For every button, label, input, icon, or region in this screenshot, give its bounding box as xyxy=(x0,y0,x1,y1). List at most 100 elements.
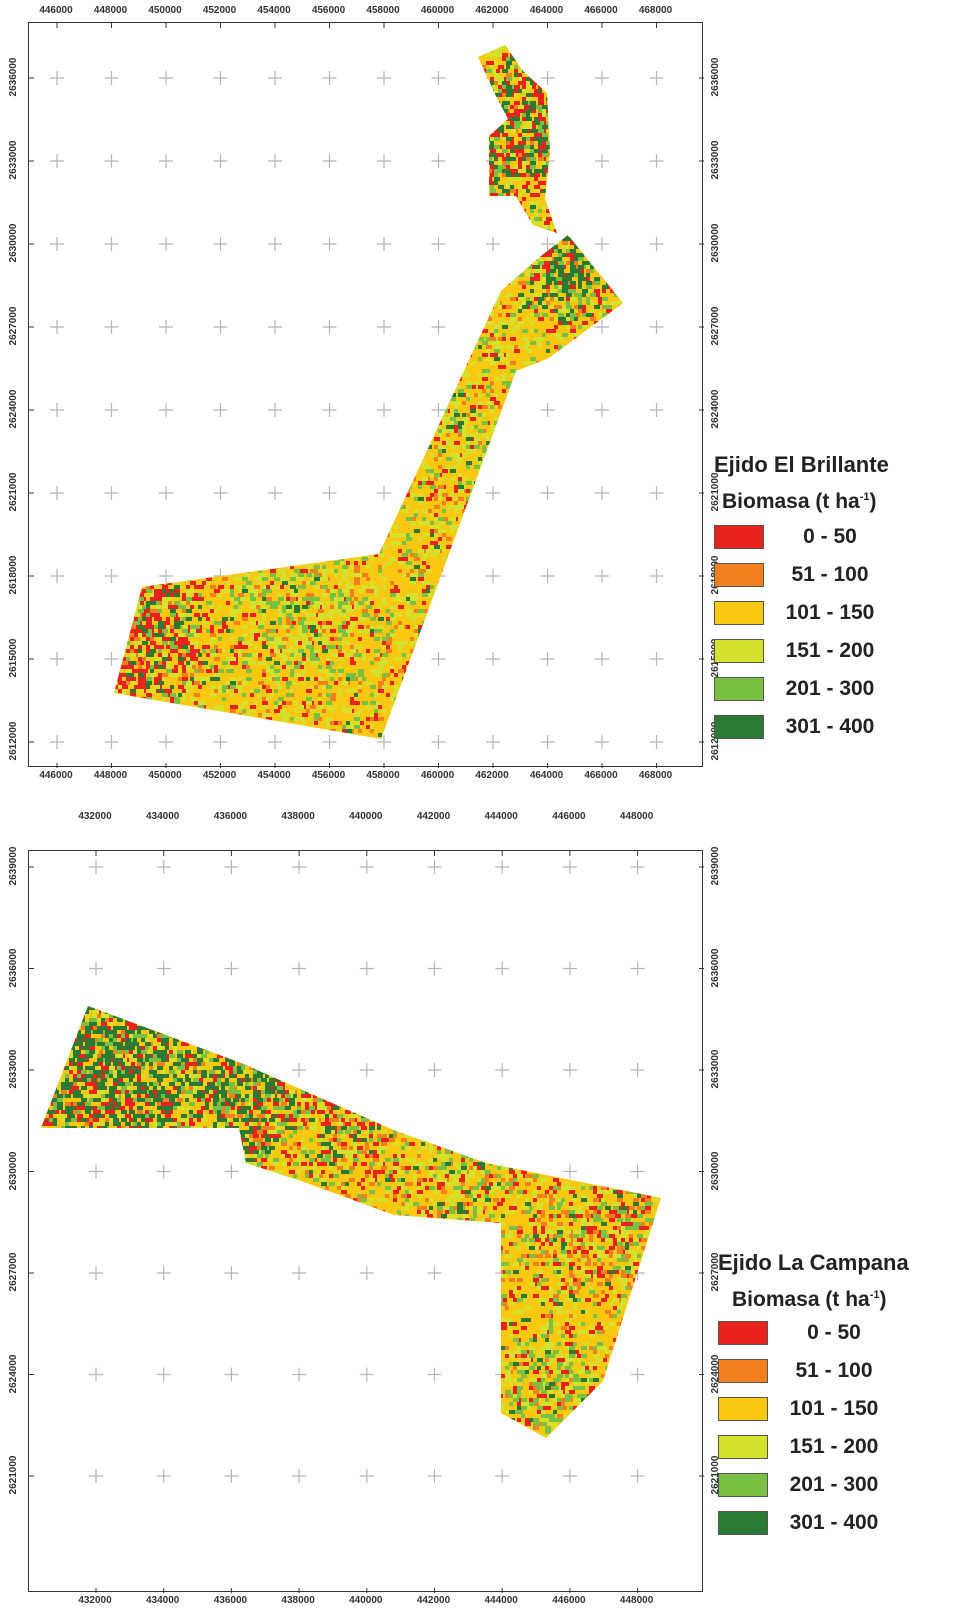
x-tick-label: 464000 xyxy=(529,5,564,16)
y-tick-label: 2636000 xyxy=(710,948,721,987)
x-tick-label: 450000 xyxy=(148,5,182,16)
legend-swatch xyxy=(714,677,764,701)
x-tick-label: 466000 xyxy=(584,770,618,781)
y-tick-label: 2630000 xyxy=(710,223,721,263)
x-tick-label: 446000 xyxy=(552,1595,586,1606)
x-tick-label: 452000 xyxy=(202,5,237,16)
legend-swatch xyxy=(714,525,764,549)
legend-row: 201 - 300 xyxy=(718,1466,909,1504)
x-tick-label: 448000 xyxy=(619,811,654,822)
x-tick-label: 444000 xyxy=(484,1595,518,1606)
y-tick-label: 2633000 xyxy=(8,1049,19,1089)
x-tick-label: 434000 xyxy=(146,1595,180,1606)
y-tick-label: 2630000 xyxy=(710,1151,721,1190)
y-tick-label: 2621000 xyxy=(8,472,19,512)
legend-label: 51 - 100 xyxy=(795,1359,873,1382)
map-canvas-campana xyxy=(29,851,704,1593)
legend-label: 101 - 150 xyxy=(789,1397,879,1420)
legend-swatch xyxy=(718,1359,768,1383)
legend-title: Ejido El Brillante xyxy=(714,452,889,477)
x-tick-label: 434000 xyxy=(146,811,180,822)
legend-swatch xyxy=(714,563,764,587)
y-tick-label: 2618000 xyxy=(8,555,19,595)
legend-label: 0 - 50 xyxy=(807,1321,861,1344)
x-tick-label: 446000 xyxy=(39,5,73,16)
y-tick-label: 2636000 xyxy=(710,57,721,97)
x-tick-label: 458000 xyxy=(366,5,400,16)
x-tick-label: 454000 xyxy=(257,770,291,781)
x-tick-label: 466000 xyxy=(584,5,618,16)
x-tick-label: 440000 xyxy=(349,811,383,822)
x-tick-label: 456000 xyxy=(311,5,346,16)
x-tick-label: 460000 xyxy=(420,5,455,16)
legend-label: 201 - 300 xyxy=(785,677,875,700)
legend-row: 201 - 300 xyxy=(714,670,889,708)
y-tick-label: 2633000 xyxy=(8,140,19,180)
x-tick-label: 444000 xyxy=(484,811,518,822)
x-tick-label: 448000 xyxy=(619,1595,654,1606)
x-tick-label: 452000 xyxy=(202,770,237,781)
y-tick-label: 2624000 xyxy=(710,389,721,429)
legend-label: 301 - 400 xyxy=(785,715,875,738)
legend-swatch xyxy=(714,715,764,739)
x-tick-label: 438000 xyxy=(281,1595,315,1606)
y-tick-label: 2627000 xyxy=(710,306,721,346)
legend-subtitle: Biomasa (t ha-1) xyxy=(732,1288,887,1311)
legend-label: 0 - 50 xyxy=(803,525,857,548)
y-tick-label: 2630000 xyxy=(8,223,19,263)
y-tick-label: 2612000 xyxy=(8,721,19,761)
x-tick-label: 436000 xyxy=(213,1595,248,1606)
legend-row: 101 - 150 xyxy=(718,1390,909,1428)
x-tick-label: 436000 xyxy=(213,811,248,822)
legend-label: 151 - 200 xyxy=(785,639,875,662)
map-frame-brillante xyxy=(28,22,704,768)
y-tick-label: 2636000 xyxy=(8,948,19,987)
x-tick-label: 456000 xyxy=(311,770,346,781)
y-tick-label: 2636000 xyxy=(8,57,19,97)
y-tick-label: 2624000 xyxy=(8,1354,19,1393)
legend-swatch xyxy=(714,639,764,663)
legend-row: 151 - 200 xyxy=(718,1428,909,1466)
legend-row: 301 - 400 xyxy=(718,1504,909,1542)
legend-swatch xyxy=(718,1435,768,1459)
x-tick-label: 460000 xyxy=(420,770,455,781)
y-tick-label: 2630000 xyxy=(8,1151,19,1190)
biomass-raster xyxy=(114,45,623,739)
legend-row: 51 - 100 xyxy=(718,1352,909,1390)
legend-brillante: Ejido El Brillante Biomasa (t ha-1) 0 - … xyxy=(714,452,889,746)
legend-row: 51 - 100 xyxy=(714,556,889,594)
legend-row: 0 - 50 xyxy=(714,518,889,556)
x-tick-label: 454000 xyxy=(257,5,291,16)
legend-label: 101 - 150 xyxy=(785,601,875,624)
legend-swatch xyxy=(718,1397,768,1421)
y-tick-label: 2615000 xyxy=(8,638,19,678)
x-tick-label: 438000 xyxy=(281,811,315,822)
x-tick-label: 432000 xyxy=(78,1595,112,1606)
map-canvas-brillante xyxy=(29,23,704,768)
x-tick-label: 442000 xyxy=(416,811,451,822)
x-tick-label: 446000 xyxy=(39,770,73,781)
map-frame-campana xyxy=(28,850,704,1593)
x-tick-label: 464000 xyxy=(529,770,564,781)
x-tick-label: 448000 xyxy=(93,770,128,781)
x-tick-label: 462000 xyxy=(475,5,509,16)
y-tick-label: 2633000 xyxy=(710,1049,721,1089)
y-tick-label: 2633000 xyxy=(710,140,721,180)
legend-row: 301 - 400 xyxy=(714,708,889,746)
x-tick-label: 440000 xyxy=(349,1595,383,1606)
legend-swatch xyxy=(718,1511,768,1535)
x-tick-label: 450000 xyxy=(148,770,182,781)
y-tick-label: 2624000 xyxy=(8,389,19,429)
legend-swatch xyxy=(714,601,764,625)
y-tick-label: 2621000 xyxy=(8,1455,19,1495)
legend-title: Ejido La Campana xyxy=(718,1250,909,1275)
y-tick-label: 2639000 xyxy=(710,846,721,886)
x-tick-label: 462000 xyxy=(475,770,509,781)
x-tick-label: 468000 xyxy=(638,770,673,781)
legend-subtitle: Biomasa (t ha-1) xyxy=(722,490,877,513)
legend-label: 201 - 300 xyxy=(789,1473,879,1496)
legend-row: 101 - 150 xyxy=(714,594,889,632)
legend-label: 301 - 400 xyxy=(789,1511,879,1534)
legend-swatch xyxy=(718,1473,768,1497)
legend-campana: Ejido La Campana Biomasa (t ha-1) 0 - 50… xyxy=(718,1250,909,1542)
